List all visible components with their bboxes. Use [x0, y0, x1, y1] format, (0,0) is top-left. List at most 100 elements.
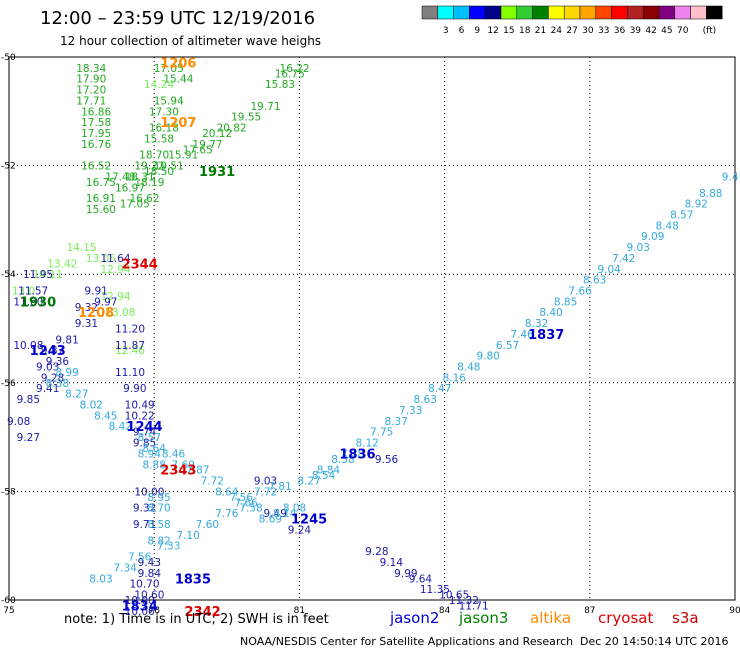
data-point-label: 17.05	[120, 199, 150, 211]
pass-time-annotation: 1836	[339, 447, 375, 462]
page-subtitle: 12 hour collection of altimeter wave hei…	[60, 34, 321, 48]
data-point-label: 8.85	[554, 296, 577, 308]
data-point-label: 9.85	[17, 394, 40, 406]
data-point-label: 7.87	[186, 465, 209, 477]
data-point-label: 19.71	[250, 101, 280, 113]
pass-time-annotation: 1930	[20, 295, 56, 310]
data-point-label: 15.60	[86, 204, 116, 216]
data-point-label: 10.00	[125, 595, 155, 607]
data-point-label: 16.76	[81, 139, 111, 151]
legend-swatch	[706, 5, 723, 20]
time-annotations: 1206 1207 1931 2344 1930 1208 1243 1244 2343 1836…	[20, 56, 564, 619]
legend-label: 12	[487, 26, 498, 36]
plot-area: 75 78 81 84 87 90-50-52-54-56-58-60 18.3417.9…	[1, 53, 740, 620]
satellite-name: altika	[530, 609, 571, 627]
data-point-label: 7.33	[399, 405, 422, 417]
data-point-label: 9.90	[123, 383, 146, 395]
data-point-label: 19.22	[134, 161, 164, 173]
data-point-label: 9.81	[55, 334, 78, 346]
data-point-label: 9.08	[7, 416, 30, 428]
pass-time-annotation: 1208	[78, 306, 114, 321]
data-point-label: 8.38	[46, 378, 69, 390]
data-point-label: 8.84	[317, 465, 341, 477]
data-point-label: 9.84	[138, 568, 162, 580]
data-point-label: 8.47	[428, 383, 451, 395]
pass-time-annotation: 1835	[175, 572, 211, 587]
data-point-label: 17.48	[105, 171, 135, 183]
data-point-label: 9.74	[133, 427, 157, 439]
data-point-label: 9.71	[133, 519, 156, 531]
legend-label: 30	[582, 26, 594, 36]
satellite-name: jason2	[389, 609, 439, 627]
data-point-label: 9.03	[254, 476, 277, 488]
data-point-label: 9.91	[84, 285, 107, 297]
data-point-label: 13.08	[105, 307, 135, 319]
data-point-label: 7.46	[510, 329, 534, 341]
legend-swatch	[563, 5, 581, 20]
data-point-label: 9.99	[394, 568, 417, 580]
data-point-label: 10.70	[129, 579, 159, 591]
x-tick-label: 81	[294, 606, 305, 616]
legend-swatch	[516, 5, 533, 20]
y-tick-label: -56	[1, 379, 16, 389]
data-point-label: 8.70	[147, 503, 170, 515]
data-point-label: 7.75	[370, 427, 393, 439]
legend-label: 39	[630, 26, 642, 36]
data-point-label: 10.49	[125, 400, 155, 412]
data-point-label: 8.99	[55, 367, 78, 379]
footer-credit: NOAA/NESDIS Center for Satellite Applica…	[240, 635, 573, 648]
data-point-label: 8.64	[143, 443, 167, 455]
data-point-label: 15.91	[168, 150, 198, 162]
data-labels: 18.3417.9017.2017.7116.8617.5817.9516.76…	[7, 63, 739, 618]
data-point-label: 8.27	[65, 389, 88, 401]
data-point-label: 12.94	[100, 291, 130, 303]
data-point-label: 9.36	[46, 356, 70, 368]
legend-label: 3	[443, 26, 449, 36]
satellite-name: cryosat	[598, 609, 653, 627]
y-tick-label: -60	[1, 596, 16, 606]
data-point-label: 9.04	[597, 264, 621, 276]
data-point-label: 8.58	[331, 454, 354, 466]
x-tick-label: 90	[729, 606, 740, 616]
data-point-label: 9.4	[722, 171, 739, 183]
data-point-label: 15.83	[265, 79, 295, 91]
data-point-label: 8.94	[138, 448, 162, 460]
legend-swatch	[642, 5, 660, 20]
legend-swatch	[500, 5, 518, 20]
pass-time-annotation: 1244	[126, 420, 162, 435]
satellite-name: s3a	[672, 609, 699, 627]
data-point-label: 8.45	[94, 410, 117, 422]
data-point-label: 8.02	[80, 400, 103, 412]
y-tick-label: -54	[1, 270, 16, 280]
legend-swatch	[627, 5, 644, 20]
data-point-label: 11.87	[115, 340, 145, 352]
data-point-label: 8.88	[143, 459, 166, 471]
legend-label: 18	[519, 26, 531, 36]
data-point-label: 7.56	[128, 552, 152, 564]
data-point-label: 16.22	[280, 63, 310, 75]
data-point-label: 10.22	[125, 410, 155, 422]
data-point-label: 8.88	[699, 188, 722, 200]
x-tick-label: 84	[439, 606, 451, 616]
pass-time-annotation: 1931	[199, 165, 235, 180]
data-point-label: 7.38	[341, 448, 364, 460]
data-point-label: 14.11	[33, 269, 63, 281]
data-point-label: 14.15	[67, 242, 97, 254]
data-point-label: 8.48	[656, 220, 679, 232]
data-point-label: 18.31	[125, 171, 155, 183]
data-point-label: 8.92	[685, 199, 708, 211]
pass-time-annotation: 1837	[528, 328, 564, 343]
data-point-label: 8.64	[215, 486, 239, 498]
data-point-label: 17.05	[154, 63, 184, 75]
data-point-label: 10.08	[13, 340, 43, 352]
data-point-label: 8.58	[147, 519, 170, 531]
data-point-label: 8.27	[297, 476, 320, 488]
plot-frame	[8, 56, 736, 601]
legend-unit: (ft)	[703, 26, 717, 36]
data-point-label: 17.95	[81, 128, 111, 140]
data-point-label: 11.35	[420, 584, 450, 596]
data-point-label: 7.58	[239, 503, 262, 515]
data-point-label: 13.42	[47, 258, 77, 270]
data-point-label: 9.32	[133, 503, 156, 515]
legend-swatch	[532, 5, 549, 20]
